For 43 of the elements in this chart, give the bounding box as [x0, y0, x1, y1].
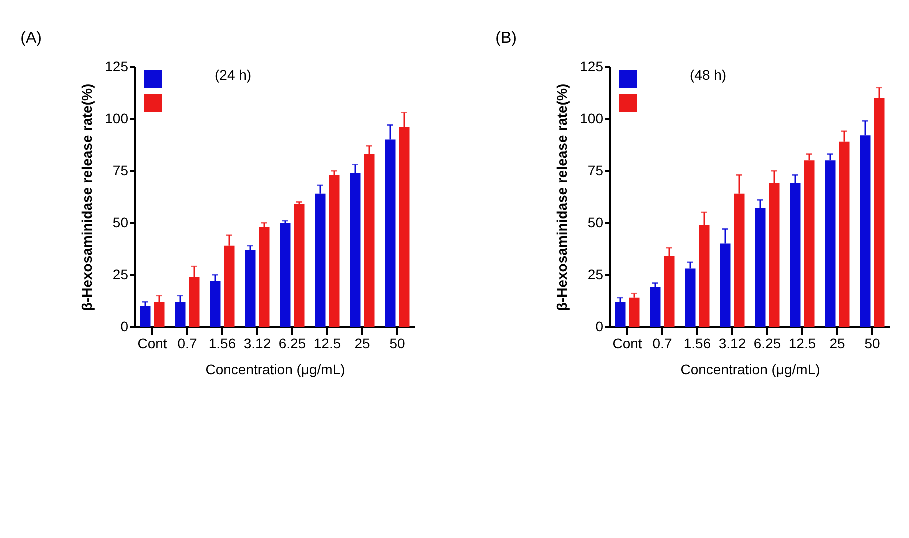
y-tick-label: 25: [112, 266, 129, 282]
y-tick-label: 125: [105, 58, 129, 74]
annotation: (24 h): [215, 67, 252, 83]
x-tick-label: 1.56: [208, 336, 236, 352]
x-tick-label: 0.7: [652, 336, 672, 352]
x-tick-label: 25: [354, 336, 370, 352]
y-tick-label: 25: [588, 266, 604, 282]
bar: [615, 302, 626, 327]
y-tick-label: 100: [580, 110, 604, 126]
annotation: (48 h): [690, 67, 727, 83]
x-axis-title: Concentration (μg/mL): [680, 362, 820, 378]
bar: [245, 250, 256, 327]
y-axis-title: β-Hexosaminidase release rate(%): [554, 84, 570, 312]
chart-title: (B): [496, 30, 517, 47]
x-tick-label: Cont: [612, 336, 642, 352]
x-tick-label: 50: [390, 336, 406, 352]
bar: [259, 227, 270, 327]
y-tick-label: 0: [120, 318, 129, 334]
x-tick-label: 6.25: [754, 336, 782, 352]
x-tick-label: 25: [830, 336, 846, 352]
chart-title: (A): [20, 30, 42, 47]
x-tick-label: 0.7: [178, 336, 198, 352]
y-tick-label: 75: [112, 162, 129, 178]
y-tick-label: 100: [105, 110, 129, 126]
y-tick-label: 75: [588, 162, 604, 178]
y-tick-label: 125: [580, 58, 604, 74]
x-tick-label: 3.12: [718, 336, 746, 352]
y-tick-label: 0: [596, 318, 604, 334]
x-tick-label: 12.5: [788, 336, 816, 352]
y-tick-label: 50: [588, 214, 604, 230]
y-axis-title: β-Hexosaminidase release rate(%): [79, 84, 96, 312]
x-tick-label: 12.5: [314, 336, 342, 352]
bar: [629, 298, 640, 327]
x-tick-label: 3.12: [244, 336, 272, 352]
x-tick-label: 50: [864, 336, 880, 352]
y-tick-label: 50: [112, 214, 129, 230]
bar: [329, 175, 340, 327]
bar: [140, 306, 151, 327]
x-tick-label: 1.56: [684, 336, 712, 352]
bar: [650, 287, 661, 327]
x-axis-title: Concentration (μg/mL): [206, 362, 346, 378]
x-tick-label: Cont: [138, 336, 168, 352]
x-tick-label: 6.25: [278, 336, 306, 352]
